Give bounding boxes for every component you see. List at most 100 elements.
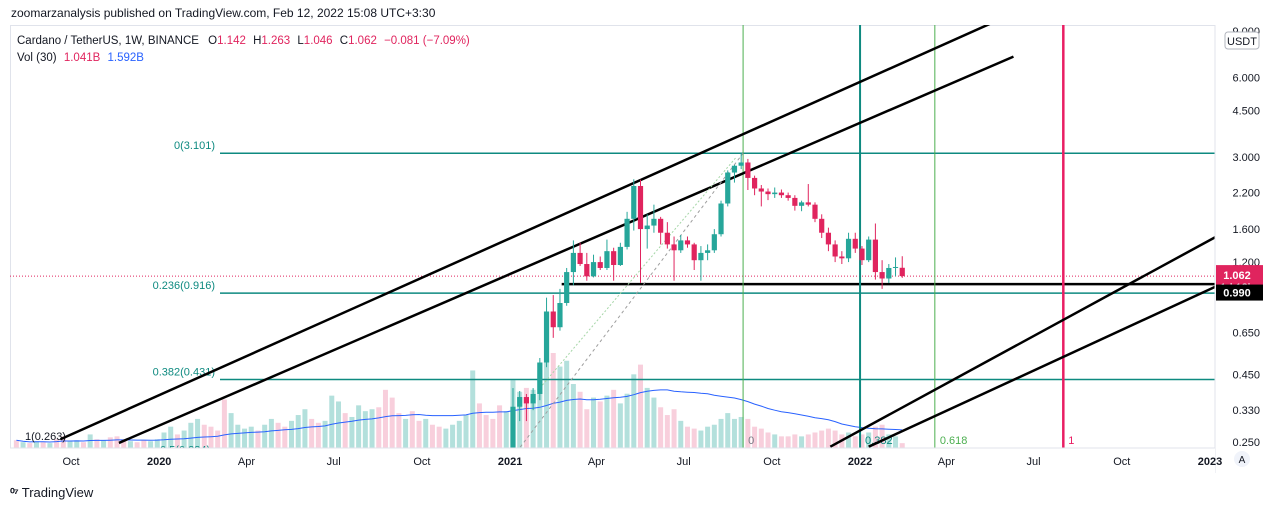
candle-body [523, 397, 530, 404]
volume-bar [772, 434, 778, 448]
legend-low: 1.046 [303, 35, 333, 47]
volume-bar [778, 436, 784, 448]
channel-lines [59, 25, 1225, 457]
y-tick-label: 3.000 [1232, 152, 1260, 164]
candle-body [510, 406, 516, 473]
volume-bar [107, 437, 113, 448]
volume-bar [731, 418, 737, 448]
volume-bar [382, 389, 388, 448]
candle-body [644, 225, 650, 230]
volume-bar [208, 426, 214, 448]
volume-bar [758, 428, 764, 448]
volume-bar [188, 422, 194, 448]
volume-bar [67, 441, 73, 448]
volume-bar [631, 374, 637, 448]
volume-bar [154, 439, 160, 448]
legend-o-label: O [208, 35, 218, 47]
volume-bar [40, 442, 46, 448]
price-chart[interactable]: 0(3.101)0.236(0.916)0.382(0.431)0.5(0.23… [10, 25, 1270, 473]
candle-body [772, 192, 778, 195]
candle-body [671, 244, 677, 251]
volume-bar [369, 409, 375, 448]
volume-bar [544, 358, 550, 448]
volume-bar [201, 424, 207, 448]
volume-bar [564, 360, 570, 448]
candle-body [517, 397, 523, 407]
volume-bar [872, 426, 878, 448]
legend-vol-label: Vol (30) [17, 52, 57, 64]
candle-body [570, 252, 576, 273]
fib-time-label: 1 [1068, 435, 1074, 447]
volume-bar [54, 439, 60, 448]
volume-bar [577, 391, 583, 448]
volume-bar [94, 439, 100, 448]
volume-bar [74, 440, 80, 448]
legend-c-label: C [339, 35, 349, 47]
volume-bar [852, 436, 858, 448]
fib-level-label: 0.382(0.431) [153, 367, 215, 379]
candle-body [590, 262, 597, 277]
volume-bar [765, 432, 771, 448]
volume-bar [832, 430, 838, 448]
volume-bar [403, 418, 409, 448]
volume-bar [436, 426, 442, 448]
x-tick-label: Apr [238, 456, 255, 468]
volume-bar [228, 413, 234, 448]
volume-bar [745, 418, 751, 448]
channel-line [59, 25, 991, 441]
price-tag-bg [1216, 284, 1263, 301]
channel-line [829, 231, 1225, 448]
x-tick-label: Jul [1027, 456, 1041, 468]
auto-scale-button [1234, 451, 1250, 467]
volume-bar [349, 416, 355, 448]
candle-body [879, 272, 885, 279]
x-tick-label: Jul [327, 456, 341, 468]
volume-ma [16, 389, 903, 443]
tradingview-logo-icon: ⁰⁷ [10, 485, 19, 500]
fib-level-label: 1(0.263) [25, 431, 66, 443]
candle-body [678, 240, 684, 251]
volume-bar [483, 415, 489, 448]
x-tick-label: Oct [413, 456, 430, 468]
volume-bar [87, 434, 93, 448]
candle-body [530, 393, 536, 404]
volume-bar [262, 424, 268, 448]
volume-bar [134, 442, 140, 448]
candle-body [651, 218, 657, 226]
candle-body [892, 266, 899, 268]
y-tick-label: 2.200 [1232, 188, 1260, 200]
volume-bar [651, 397, 657, 448]
currency-box [1224, 31, 1260, 50]
candle-body [718, 203, 724, 235]
volume-bar [671, 409, 677, 448]
candles [510, 153, 905, 473]
y-tick-label: 0.450 [1232, 370, 1260, 382]
candle-body [611, 251, 617, 265]
channel-line [118, 55, 1014, 445]
volume-bar [886, 434, 892, 448]
volume-bar [33, 441, 39, 448]
candle-body [852, 238, 858, 249]
candle-body [658, 218, 664, 233]
candle-body [819, 218, 825, 233]
price-tag-value: 0.990 [1223, 288, 1251, 300]
volume-bar [242, 428, 248, 448]
currency-label: USDT [1227, 36, 1257, 48]
volume-bar [752, 426, 758, 448]
candle-body [537, 362, 543, 394]
legend-row-1: Cardano / TetherUS, 1W, BINANCE O1.142 H… [17, 35, 470, 47]
axes: 9.0006.0004.5003.0002.2001.6001.2000.650… [10, 25, 1270, 473]
price-tag-value: 1.062 [1223, 270, 1251, 282]
candle-body [825, 232, 832, 245]
candle-body [785, 195, 791, 198]
time-axis-bg [10, 448, 1215, 473]
legend-vol-2: 1.592B [107, 52, 144, 64]
legend-row-2: Vol (30) 1.041B 1.592B [17, 52, 144, 64]
volume-bar [624, 393, 630, 448]
volume-bar [711, 424, 717, 448]
candle-body [798, 202, 805, 206]
volume-bar [698, 430, 704, 448]
volume-bar [846, 432, 852, 448]
volume-bar [13, 440, 19, 448]
